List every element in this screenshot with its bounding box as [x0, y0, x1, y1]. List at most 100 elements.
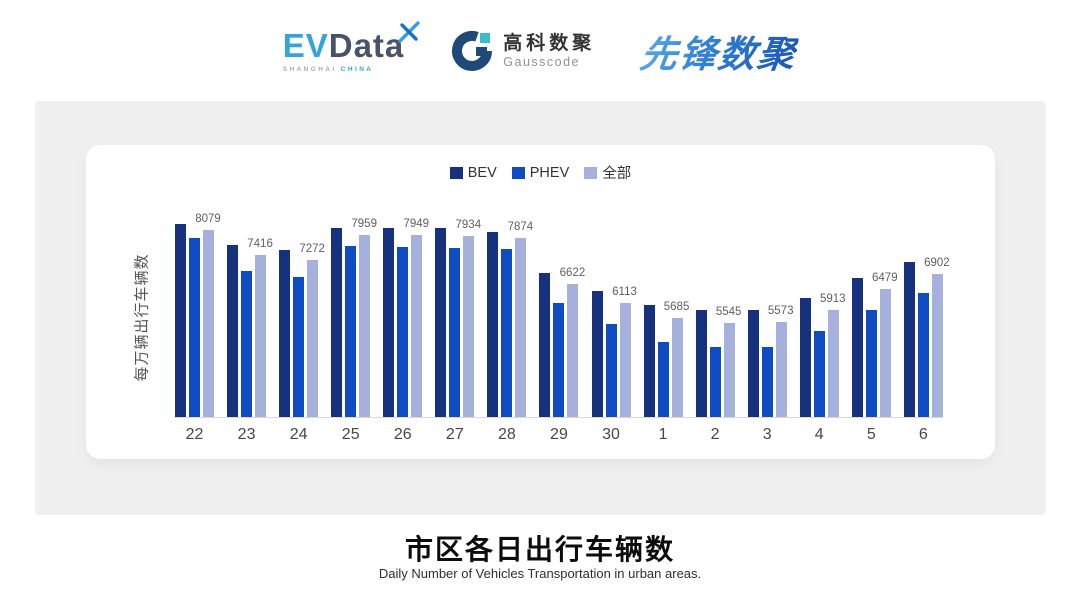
bar-group-24: 7272 24 [279, 218, 325, 443]
bar-全部-4 [827, 309, 839, 417]
bar-全部-22 [203, 230, 214, 417]
bar-PHEV-3 [761, 346, 773, 417]
chart-outer-panel: BEV PHEV 全部 每万辆出行车辆数 8079 22 7416 23 7272 24 795… [35, 101, 1046, 515]
bar-PHEV-26 [397, 247, 409, 417]
gausscode-en-text: Gausscode [503, 54, 580, 69]
bar-全部-23 [255, 254, 267, 417]
chart-legend: BEV PHEV 全部 [86, 162, 995, 183]
x-tick-25: 25 [341, 426, 360, 443]
legend-item-BEV[interactable]: BEV [449, 165, 497, 181]
legend-item-PHEV[interactable]: PHEV [511, 165, 569, 181]
legend-swatch-icon [584, 166, 598, 179]
value-label-28: 7874 [507, 220, 534, 233]
bar-全部-6 [931, 273, 943, 417]
bar-PHEV-24 [293, 277, 305, 417]
bar-全部-2 [723, 323, 735, 417]
bar-group-23: 7416 23 [227, 218, 273, 443]
bar-BEV-6 [903, 262, 915, 417]
bar-group-27: 7934 27 [435, 218, 481, 443]
x-tick-6: 6 [918, 426, 928, 443]
bar-group-30: 6113 30 [591, 218, 637, 443]
value-label-5: 6479 [872, 272, 898, 285]
value-label-24: 7272 [299, 242, 325, 255]
bar-group-25: 7959 25 [331, 218, 377, 443]
bar-全部-30 [619, 302, 631, 417]
bar-全部-29 [567, 283, 579, 417]
bar-BEV-3 [747, 309, 759, 417]
x-tick-28: 28 [497, 426, 516, 443]
bar-PHEV-2 [709, 346, 721, 417]
gausscode-logo: 高科数聚 Gausscode [450, 29, 595, 73]
x-tick-3: 3 [762, 426, 772, 443]
value-label-30: 6113 [612, 285, 637, 298]
legend-label: 全部 [602, 166, 632, 182]
bar-全部-1 [671, 318, 683, 417]
bar-BEV-30 [591, 290, 603, 417]
value-label-3: 5573 [767, 305, 794, 318]
bar-PHEV-23 [241, 270, 253, 417]
chart-card: BEV PHEV 全部 每万辆出行车辆数 8079 22 7416 23 7272 24 795… [86, 145, 995, 459]
bar-全部-28 [515, 237, 527, 417]
bar-group-2: 5545 2 [695, 218, 741, 443]
xianfeng-logo: 先锋数聚 [638, 24, 800, 78]
bar-group-29: 6622 29 [539, 218, 585, 443]
bar-全部-3 [775, 322, 787, 417]
plot-area: 8079 22 7416 23 7272 24 7959 25 7949 26 7934 27 7874… [175, 213, 950, 443]
legend-swatch-icon [449, 166, 463, 179]
bar-BEV-28 [487, 232, 499, 417]
bar-group-22: 8079 22 [175, 213, 221, 443]
x-tick-4: 4 [814, 426, 824, 443]
value-label-26: 7949 [403, 218, 430, 231]
x-tick-2: 2 [710, 426, 720, 443]
bar-BEV-25 [331, 228, 343, 417]
bar-PHEV-27 [449, 248, 461, 417]
value-label-4: 5913 [819, 292, 846, 305]
gausscode-cn-text: 高科数聚 [503, 33, 596, 55]
page-subtitle: Daily Number of Vehicles Transportation … [378, 566, 702, 581]
bar-PHEV-6 [917, 292, 929, 417]
bar-group-3: 5573 3 [747, 218, 793, 443]
bar-BEV-24 [279, 249, 291, 417]
bar-全部-24 [307, 259, 319, 417]
bar-PHEV-5 [865, 309, 877, 417]
bar-BEV-29 [539, 273, 551, 417]
evdata-shanghai-text: SHANGHAI [282, 66, 337, 73]
legend-swatch-icon [511, 166, 525, 179]
bar-group-26: 7949 26 [383, 218, 429, 443]
bar-PHEV-1 [657, 342, 669, 417]
xianfeng-text: 先锋数聚 [637, 24, 801, 78]
value-label-25: 7959 [351, 217, 377, 230]
y-axis-title: 每万辆出行车辆数 [132, 215, 151, 419]
evdata-ev-text: EV [282, 27, 329, 64]
y-axis-title-text: 每万辆出行车辆数 [133, 252, 151, 382]
evdata-x-icon [398, 21, 420, 43]
bar-PHEV-25 [345, 246, 357, 417]
gausscode-text: 高科数聚 Gausscode [503, 33, 595, 69]
bar-BEV-26 [383, 227, 395, 417]
value-label-22: 8079 [195, 213, 221, 226]
bar-PHEV-22 [189, 238, 200, 417]
legend-item-全部[interactable]: 全部 [584, 162, 631, 183]
evdata-data-text: Data [328, 27, 405, 64]
bar-全部-25 [359, 234, 371, 417]
bar-group-1: 5685 1 [643, 218, 689, 443]
evdata-subtitle: SHANGHAI CHINA [283, 66, 374, 73]
header-logo-row: EVData SHANGHAI CHINA 高科数聚 Gausscode 先锋数… [0, 18, 1080, 84]
bar-PHEV-29 [553, 302, 565, 417]
bar-全部-26 [411, 235, 423, 417]
bar-BEV-5 [851, 278, 863, 417]
x-tick-24: 24 [289, 426, 308, 443]
evdata-wordmark: EVData [282, 21, 420, 64]
x-tick-22: 22 [185, 426, 204, 443]
bar-BEV-27 [435, 228, 447, 417]
value-label-6: 6902 [924, 256, 950, 269]
page-title: 市区各日出行车辆数 [404, 534, 675, 565]
bar-BEV-1 [643, 304, 655, 417]
bar-PHEV-4 [813, 331, 825, 417]
bar-PHEV-30 [605, 324, 617, 417]
bar-BEV-23 [227, 245, 239, 417]
x-tick-26: 26 [393, 426, 412, 443]
x-tick-5: 5 [866, 426, 876, 443]
value-label-27: 7934 [455, 218, 482, 231]
bar-全部-5 [879, 289, 891, 417]
